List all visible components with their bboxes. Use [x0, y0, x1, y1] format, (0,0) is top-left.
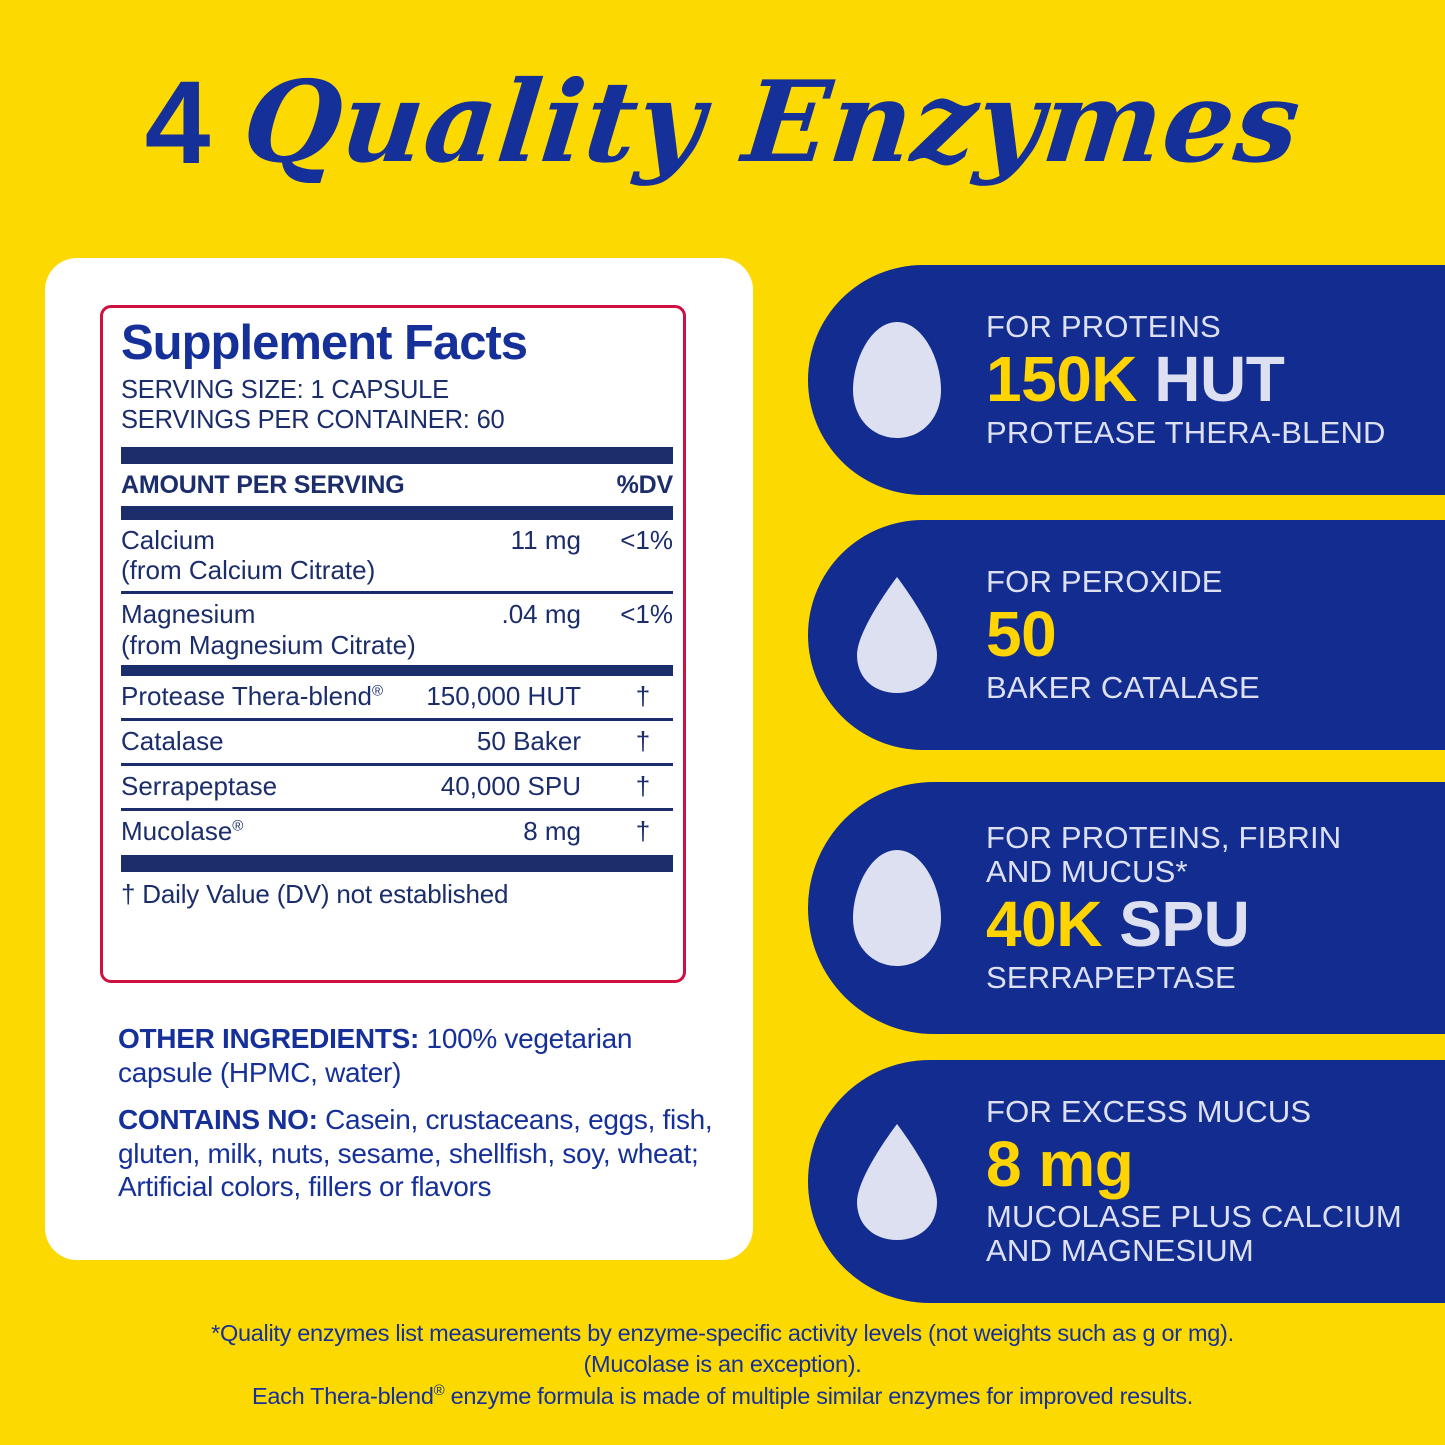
card-value-primary: 40K: [986, 888, 1102, 961]
contains-no-paragraph: CONTAINS NO: Casein, crustaceans, eggs, …: [118, 1103, 718, 1204]
table-row: Catalase 50 Baker †: [121, 718, 673, 763]
card-value-unit: SPU: [1101, 888, 1250, 961]
row-name: Catalase: [121, 726, 224, 757]
droplet-icon: [808, 573, 986, 697]
table-row: Serrapeptase 40,000 SPU †: [121, 763, 673, 808]
table-header-rule: [121, 505, 673, 517]
serving-size-text: SERVING SIZE: 1 CAPSULE: [121, 375, 449, 404]
footnote-line-2: (Mucolase is an exception).: [583, 1351, 862, 1378]
row-dv: <1%: [620, 598, 673, 629]
card-bottom-label: BAKER CATALASE: [986, 669, 1260, 705]
other-ingredients-paragraph: OTHER INGREDIENTS: 100% vegetarian capsu…: [118, 1022, 718, 1089]
table-row: Mucolase® 8 mg †: [121, 808, 673, 853]
row-dv: †: [635, 816, 651, 847]
row-dv: †: [635, 681, 651, 712]
row-name: Magnesium: [121, 598, 256, 629]
ingredients-block: OTHER INGREDIENTS: 100% vegetarian capsu…: [118, 1022, 718, 1218]
capsule-icon: [808, 846, 986, 970]
capsule-icon: [808, 318, 986, 442]
table-row: Calcium (from Calcium Citrate) 11 mg <1%: [121, 516, 673, 591]
table-row: Magnesium (from Magnesium Citrate) .04 m…: [121, 590, 673, 665]
row-amount: .04 mg: [501, 598, 582, 629]
table-header-row: AMOUNT PER SERVING %DV: [121, 464, 673, 506]
servings-per-container-text: SERVINGS PER CONTAINER: 60: [121, 405, 505, 434]
card-value-primary: 50: [986, 598, 1057, 671]
registered-mark: ®: [433, 1381, 445, 1399]
row-amount: 150,000 HUT: [426, 681, 581, 712]
card-bottom-label: MUCOLASE PLUS CALCIUM AND MAGNESIUM: [986, 1199, 1402, 1269]
card-bottom-label: SERRAPEPTASE: [986, 959, 1236, 995]
card-value: 8 mg: [986, 1131, 1445, 1197]
row-subname: (from Calcium Citrate): [121, 555, 376, 586]
supplement-facts-title: Supplement Facts: [121, 316, 528, 370]
table-top-rule: [121, 446, 673, 464]
table-row: Protease Thera-blend® 150,000 HUT †: [121, 676, 673, 718]
card-value: 50: [986, 602, 1445, 667]
card-top-label: FOR PEROXIDE: [986, 564, 1223, 600]
row-dv: †: [635, 726, 651, 757]
daily-value-footnote: † Daily Value (DV) not established: [121, 879, 509, 910]
row-name: Serrapeptase: [121, 771, 278, 802]
card-top-label: FOR PROTEINS: [986, 309, 1221, 345]
row-amount: 40,000 SPU: [440, 771, 581, 802]
row-dv: †: [635, 771, 651, 802]
card-bottom-label: PROTEASE THERA-BLEND: [986, 414, 1386, 450]
enzyme-card-mucolase: FOR EXCESS MUCUS 8 mg MUCOLASE PLUS CALC…: [808, 1060, 1445, 1303]
registered-mark: ®: [372, 682, 384, 700]
droplet-icon: [808, 1120, 986, 1244]
contains-no-value: Casein, crustaceans, eggs, fish, gluten,…: [118, 1104, 713, 1203]
table-bottom-rule: [121, 855, 673, 873]
supplement-facts-card: Supplement Facts SERVING SIZE: 1 CAPSULE…: [45, 258, 753, 1260]
footnote-line-3: Each Thera-blend® enzyme formula is made…: [0, 1381, 1445, 1412]
row-subname: (from Magnesium Citrate): [121, 629, 416, 660]
enzyme-card-protease: FOR PROTEINS 150K HUT PROTEASE THERA-BLE…: [808, 265, 1445, 495]
card-top-label: FOR EXCESS MUCUS: [986, 1093, 1312, 1129]
table-mid-rule: [121, 665, 673, 677]
supplement-facts-box: Supplement Facts SERVING SIZE: 1 CAPSULE…: [100, 305, 686, 983]
card-value: 150K HUT: [986, 347, 1445, 412]
row-amount: 8 mg: [523, 816, 581, 847]
footnote-line-3-a: Each Thera-blend: [252, 1382, 434, 1409]
card-value-primary: 150K: [986, 343, 1138, 416]
headline-script-text: Quality Enzymes: [237, 57, 1308, 188]
footnote-line-1: *Quality enzymes list measurements by en…: [211, 1320, 1234, 1346]
headline-number: 4: [144, 57, 211, 189]
card-value-primary: 8 mg: [986, 1127, 1134, 1200]
card-value: 40K SPU: [986, 892, 1445, 957]
table-header-amount: AMOUNT PER SERVING: [121, 470, 405, 499]
row-name: Protease Thera-blend: [121, 681, 373, 712]
page-headline: 4 Quality Enzymes: [0, 57, 1445, 189]
enzyme-card-serrapeptase: FOR PROTEINS, FIBRIN AND MUCUS* 40K SPU …: [808, 782, 1445, 1034]
other-ingredients-label: OTHER INGREDIENTS:: [118, 1023, 420, 1054]
other-ingredients-value: 100% vegetarian capsule (HPMC, water): [118, 1023, 633, 1088]
contains-no-label: CONTAINS NO:: [118, 1104, 318, 1136]
card-top-label: FOR PROTEINS, FIBRIN AND MUCUS*: [986, 820, 1342, 890]
row-name: Calcium: [121, 524, 215, 555]
card-value-unit: HUT: [1137, 343, 1285, 416]
row-amount: 50 Baker: [476, 726, 581, 757]
row-name: Mucolase: [121, 816, 233, 847]
row-dv: <1%: [620, 524, 673, 555]
registered-mark: ®: [232, 817, 244, 835]
footnote-line-3-b: enzyme formula is made of multiple simil…: [444, 1382, 1194, 1409]
table-header-dv: %DV: [616, 470, 674, 499]
page-footnote: *Quality enzymes list measurements by en…: [0, 1318, 1445, 1412]
row-amount: 11 mg: [510, 524, 581, 555]
enzyme-card-catalase: FOR PEROXIDE 50 BAKER CATALASE: [808, 520, 1445, 750]
